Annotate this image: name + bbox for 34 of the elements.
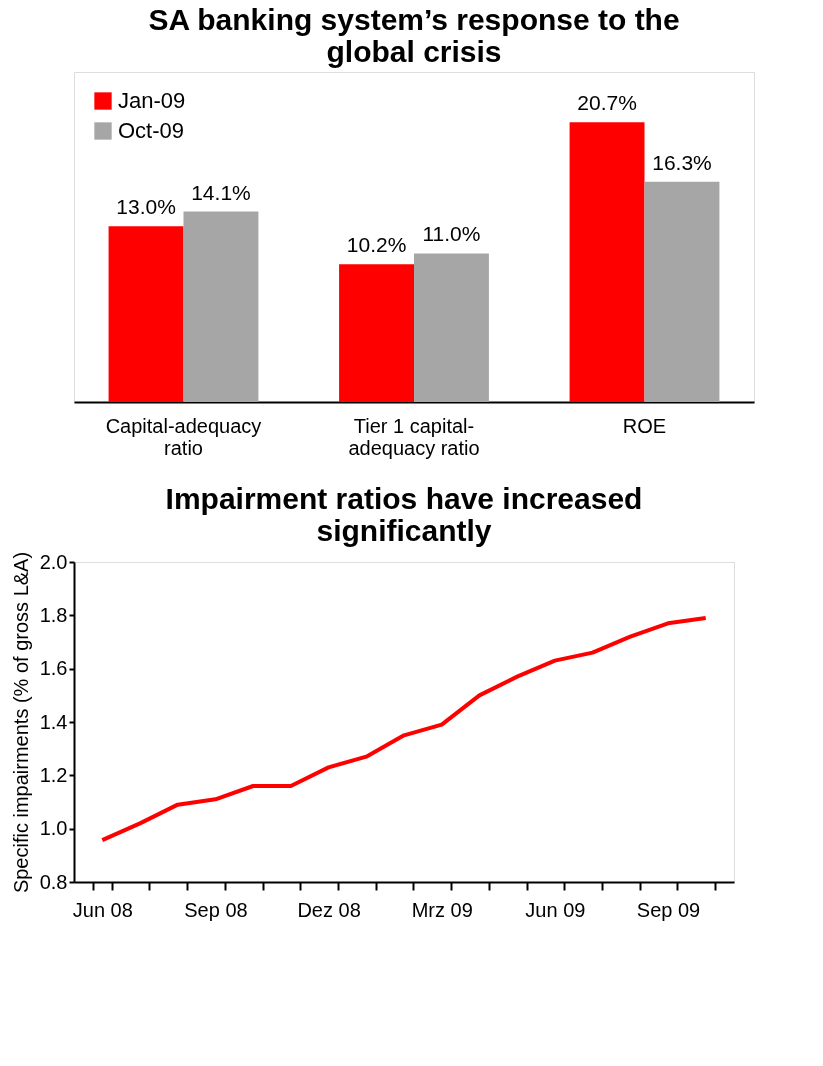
x-tick-label: Jun 09 [525, 898, 586, 921]
x-tick-label: Tier 1 capital-adequacy ratio [348, 414, 480, 459]
legend-label: Oct-09 [118, 118, 185, 143]
x-tick-label: Capital-adequacy ratio [105, 414, 262, 459]
x-tick-label: Sep 08 [184, 898, 248, 921]
data-label: 16.3% [652, 150, 712, 174]
data-label: 11.0% [422, 222, 481, 246]
x-tick-label: Jun 08 [72, 898, 133, 921]
x-tick-label: ROE [622, 414, 667, 437]
x-tick-label: Mrz 09 [411, 898, 473, 921]
line-series [100, 616, 708, 843]
y-tick-label: 1.4 [39, 710, 68, 733]
bar [414, 253, 489, 402]
data-label: 14.1% [191, 180, 251, 204]
x-tick-label: Dez 08 [297, 898, 361, 921]
y-tick-label: 1.0 [39, 817, 68, 840]
y-tick-label: 1.2 [39, 763, 68, 786]
legend-label: Jan-09 [118, 88, 186, 113]
data-label: 20.7% [577, 91, 637, 115]
chart-title: SA banking system’s response to the global crisis [148, 3, 680, 68]
x-tick-label: Sep 09 [636, 898, 701, 921]
y-tick-label: 1.8 [39, 603, 68, 626]
bar [569, 122, 645, 402]
y-tick-label: 1.6 [39, 657, 68, 680]
bar [339, 264, 414, 402]
chart-title: Impairment ratios have increased significantly [165, 482, 643, 548]
y-tick-label: 2.0 [39, 550, 68, 573]
y-axis-title: Specific impairments (% of gross L&A) [9, 551, 32, 894]
bar [108, 226, 184, 402]
data-label: 10.2% [346, 233, 407, 257]
data-label: 13.0% [116, 195, 176, 219]
bar [183, 211, 259, 402]
bar [644, 181, 720, 402]
y-tick-label: 0.8 [39, 870, 68, 893]
